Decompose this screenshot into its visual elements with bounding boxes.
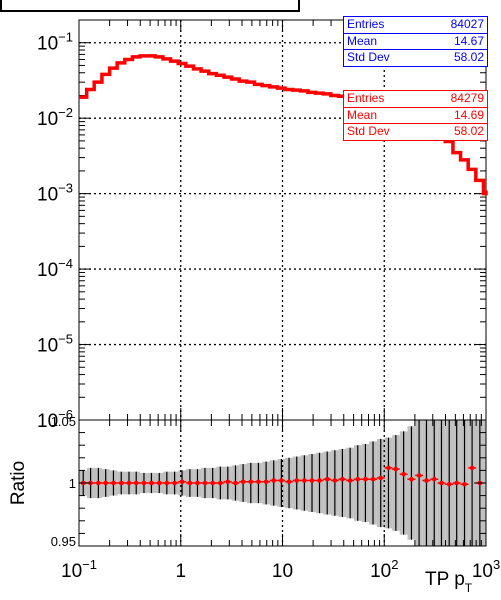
main-gridlines (79, 20, 486, 420)
ratio-point (156, 480, 162, 486)
stats-row-entries: Entries 84279 (344, 91, 487, 108)
ratio-point (133, 480, 139, 486)
ratio-point (187, 480, 193, 486)
ratio-point (386, 465, 391, 471)
stats-value: 58.02 (453, 50, 484, 65)
ratio-point (96, 480, 101, 486)
stats-label: Mean (347, 107, 378, 122)
ratio-point (118, 480, 124, 486)
ratio-point (309, 478, 315, 483)
ratio-point (332, 478, 338, 483)
ratio-point (263, 479, 269, 485)
ratio-point (210, 480, 215, 486)
y-tick-label: 10−1 (37, 30, 73, 55)
ratio-point (439, 480, 444, 486)
ratio-point (103, 480, 109, 486)
ratio-point (233, 480, 238, 486)
ratio-point (324, 476, 330, 482)
ratio-point (340, 476, 345, 482)
ratio-point (446, 481, 452, 487)
ratio-y-tick-label: 1 (69, 476, 76, 491)
ratio-y-tick-label: 1.05 (51, 414, 76, 429)
ratio-point (111, 480, 116, 486)
stats-value: 14.69 (453, 107, 484, 122)
ratio-point (248, 479, 254, 485)
stats-row-std-dev: Std Dev 58.02 (344, 50, 487, 66)
y-tick-label: 10−5 (37, 332, 73, 357)
x-tick-label: 103 (472, 557, 500, 582)
ratio-point (409, 476, 414, 482)
ratio-point (279, 478, 284, 483)
ratio-point (202, 480, 208, 486)
stats-label: Mean (347, 33, 378, 48)
stats-value: 84027 (450, 17, 484, 31)
stats-box-new: Entries 84279 Mean 14.69 Std Dev 58.02 (343, 90, 488, 142)
ratio-point (149, 480, 154, 486)
stats-row-mean: Mean 14.67 (344, 34, 487, 51)
ratio-point (363, 476, 368, 482)
ratio-point (172, 480, 177, 486)
ratio-point (370, 476, 376, 482)
stats-value: 58.02 (453, 124, 484, 139)
stats-label: Entries (347, 17, 385, 31)
ratio-point (378, 475, 384, 481)
y-tick-label: 10−4 (37, 256, 73, 281)
stats-box-reference: Entries 84027 Mean 14.67 Std Dev 58.02 (343, 16, 488, 68)
x-axis-title: TP pT (425, 569, 473, 595)
ratio-point (218, 480, 223, 486)
stats-row-mean: Mean 14.69 (344, 108, 487, 125)
ratio-point (454, 480, 459, 486)
stats-label: Std Dev (347, 124, 390, 139)
ratio-point (271, 478, 277, 483)
ratio-point (431, 476, 437, 482)
ratio-point (424, 478, 429, 483)
stats-row-std-dev: Std Dev 58.02 (344, 124, 487, 140)
ratio-frame (78, 419, 487, 547)
stats-value: 84279 (450, 91, 484, 105)
ratio-point (317, 478, 322, 483)
x-tick-label: 10−1 (61, 557, 97, 582)
ratio-point (294, 478, 300, 483)
x-tick-label: 1 (175, 561, 186, 582)
ratio-gridlines (180, 420, 385, 546)
x-tick-label: 10 (272, 561, 293, 582)
stats-label: Entries (347, 91, 385, 105)
ratio-point (302, 478, 307, 483)
ratio-point (126, 480, 132, 486)
ratio-point (286, 479, 292, 485)
ratio-y-axis-title: Ratio (8, 461, 29, 505)
ratio-point (393, 466, 399, 472)
ratio-point (141, 480, 147, 486)
ratio-point (416, 473, 422, 478)
y-tick-label: 10−3 (37, 181, 73, 206)
ratio-point (462, 481, 467, 487)
ratio-point (256, 479, 261, 485)
ratio-point (469, 465, 475, 471)
ratio-point (179, 479, 185, 485)
stats-label: Std Dev (347, 50, 390, 65)
stats-value: 14.67 (453, 33, 484, 48)
ratio-point (225, 479, 231, 485)
ratio-point (195, 480, 200, 486)
ratio-y-tick-label: 0.95 (51, 534, 76, 549)
ratio-point (240, 479, 246, 485)
ratio-point (164, 480, 170, 486)
ratio-point (401, 471, 406, 477)
ratio-point (355, 476, 361, 482)
ratio-point (347, 478, 353, 483)
plot-title (0, 0, 300, 12)
stats-row-entries: Entries 84027 (344, 17, 487, 34)
y-tick-label: 10−2 (37, 105, 73, 130)
x-tick-label: 102 (370, 557, 398, 582)
